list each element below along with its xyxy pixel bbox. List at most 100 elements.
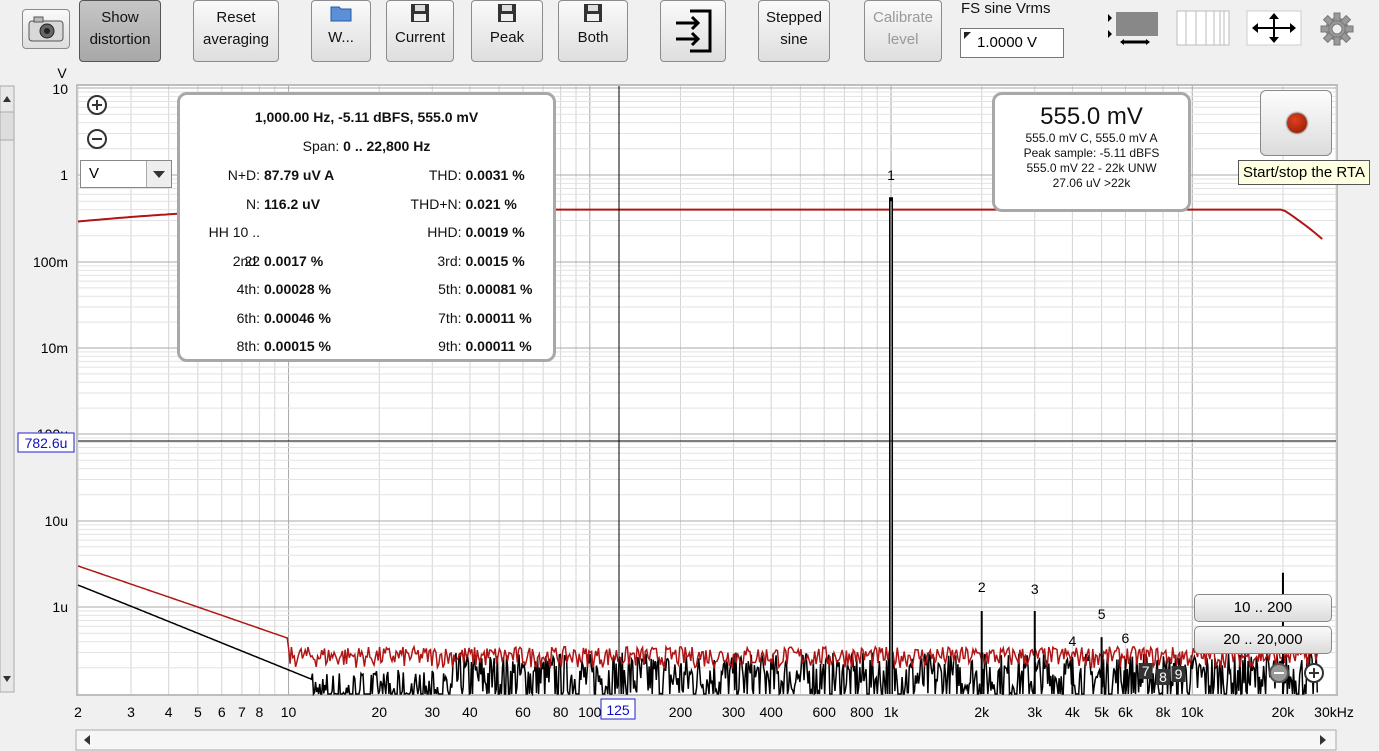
x-tick-label: 300 — [722, 704, 746, 720]
show-distortion-button[interactable]: Show distortion — [79, 0, 161, 62]
harmonic-label: 7 — [1142, 663, 1150, 679]
level-line-2: Peak sample: -5.11 dBFS — [1023, 146, 1160, 160]
gear-icon — [1320, 12, 1354, 46]
y-tick-label: 1u — [52, 599, 68, 615]
level-panel: 555.0 mV 555.0 mV C, 555.0 mV A Peak sam… — [992, 92, 1191, 212]
save-peak-button[interactable]: Peak — [471, 0, 543, 62]
harmonic-label: 8 — [1159, 669, 1167, 685]
scroll-down-icon[interactable] — [3, 676, 11, 682]
x-tick-label: 80 — [553, 704, 569, 720]
zoom-in-icon[interactable] — [87, 95, 107, 115]
x-tick-label: 3k — [1027, 704, 1043, 720]
pan-zoom-button[interactable] — [1246, 10, 1302, 46]
y-tick-label: 10m — [41, 340, 68, 356]
x-tick-label: 5k — [1094, 704, 1110, 720]
vertical-scrollbar[interactable] — [0, 85, 15, 693]
horizontal-scrollbar[interactable] — [75, 729, 1337, 751]
x-tick-label: 600 — [813, 704, 837, 720]
readout-row: 4th: 0.00028 % 5th: 0.00081 % — [236, 281, 533, 297]
rta-tooltip: Start/stop the RTA — [1238, 160, 1370, 185]
x-cursor-value: 125 — [606, 702, 630, 718]
harmonic-label: 9 — [1175, 666, 1183, 682]
level-big: 555.0 mV — [1040, 103, 1143, 130]
readout-header: 1,000.00 Hz, -5.11 dBFS, 555.0 mV — [254, 109, 479, 125]
readout-rows: N+D: 87.79 uV A THD: 0.0031 % N: 116.2 uV THD+… — [190, 161, 543, 361]
x-tick-label: 6k — [1118, 704, 1134, 720]
grid-toggle-button[interactable] — [1176, 10, 1230, 46]
range-20-20000-button[interactable]: 20 .. 20,000 — [1194, 626, 1332, 654]
span-row: Span: 0 .. 22,800 Hz — [302, 138, 431, 154]
level-line-3: 555.0 mV 22 - 22k UNW — [1026, 161, 1157, 175]
fs-sine-input[interactable]: 1.0000 V — [960, 28, 1064, 58]
x-tick-label: 10 — [281, 704, 297, 720]
y-tick-label: 10 — [52, 81, 68, 97]
readout-row: 2nd: 0.0017 % 3rd: 0.0015 % — [232, 252, 525, 269]
import-arrow-icon — [676, 9, 712, 53]
x-tick-label: 3 — [127, 704, 135, 720]
camera-button[interactable] — [22, 9, 70, 49]
average-spectrum-trace — [77, 565, 1319, 671]
reset-averaging-button[interactable]: Reset averaging — [193, 0, 279, 62]
x-tick-label: 2k — [974, 704, 990, 720]
y-axis-labels: 101100m10m100u10u1u — [33, 81, 68, 615]
x-zoom-out-icon[interactable] — [1269, 663, 1289, 683]
readout-row: 6th: 0.00046 % 7th: 0.00011 % — [236, 309, 532, 326]
save-current-button[interactable]: Current — [386, 0, 454, 62]
level-line-4: 27.06 uV >22k — [1052, 176, 1131, 190]
start-stop-rta-button[interactable] — [1260, 90, 1332, 156]
stepped-sine-button[interactable]: Stepped sine — [758, 0, 830, 62]
fit-vertical-button[interactable] — [1104, 10, 1160, 46]
x-tick-label: 10k — [1181, 704, 1205, 720]
harmonic-label: 4 — [1068, 633, 1076, 649]
harmonic-markers: 1 2 3 4 56 7 8 9 — [887, 167, 1186, 685]
y-unit-label: V — [57, 65, 67, 81]
harmonic-label-box — [1138, 663, 1153, 679]
save-icon — [498, 4, 516, 22]
x-tick-label: 8k — [1156, 704, 1172, 720]
x-axis-labels: 2 3 4 5 6 7 8 10 20 30 40 60 80 100 200 300 400 600 800 1k 2… — [74, 704, 1354, 720]
scroll-left-icon[interactable] — [84, 735, 90, 745]
x-tick-label: 5 — [194, 704, 202, 720]
harmonic-label: 3 — [1031, 581, 1039, 597]
harmonic-label: 1 — [887, 167, 895, 183]
y-tick-label: 10u — [45, 513, 68, 529]
fs-sine-label: FS sine Vrms — [961, 0, 1051, 17]
x-tick-label: 20k — [1272, 704, 1296, 720]
vertical-scroll-thumb[interactable] — [0, 111, 15, 141]
x-tick-label: 100 — [578, 704, 602, 720]
move-arrows-icon — [1246, 10, 1302, 46]
scroll-right-icon[interactable] — [1320, 735, 1326, 745]
chevron-down-icon[interactable] — [146, 161, 171, 187]
save-icon — [411, 4, 429, 22]
import-button[interactable] — [660, 0, 726, 62]
y-cursor-value: 782.6u — [25, 435, 68, 451]
x-tick-label: 1k — [884, 704, 900, 720]
harmonic-label-box — [1156, 669, 1171, 685]
record-icon — [1287, 113, 1307, 133]
harmonic-label: 6 — [1122, 630, 1130, 646]
zoom-out-icon[interactable] — [87, 129, 107, 149]
x-tick-label: 60 — [515, 704, 531, 720]
x-tick-label: 8 — [255, 704, 263, 720]
range-10-200-button[interactable]: 10 .. 200 — [1194, 594, 1332, 622]
unit-select[interactable]: V — [80, 160, 172, 188]
x-tick-label: 30 — [424, 704, 440, 720]
distortion-readout-panel: 1,000.00 Hz, -5.11 dBFS, 555.0 mV Span: … — [177, 92, 556, 362]
harmonic-label: 2 — [978, 579, 986, 595]
x-tick-label: 4 — [165, 704, 173, 720]
x-tick-label: 30kHz — [1314, 704, 1354, 720]
calibrate-level-button[interactable]: Calibrate level — [864, 0, 942, 62]
x-zoom-in-icon[interactable] — [1304, 663, 1324, 683]
y-cursor-value-box — [17, 432, 75, 453]
w-button[interactable]: W... — [311, 0, 371, 62]
readout-row: N+D: 87.79 uV A THD: 0.0031 % — [227, 167, 525, 183]
toolbar: Show distortion Reset averaging W... Cur… — [0, 0, 1379, 66]
y-tick-label: 100m — [33, 254, 68, 270]
x-tick-label: 6 — [218, 704, 226, 720]
x-tick-label: 4k — [1065, 704, 1081, 720]
fit-vertical-icon — [1108, 12, 1158, 45]
save-both-button[interactable]: Both — [558, 0, 628, 62]
camera-icon — [28, 16, 64, 42]
scroll-up-icon[interactable] — [3, 96, 11, 102]
settings-button[interactable] — [1318, 10, 1356, 48]
